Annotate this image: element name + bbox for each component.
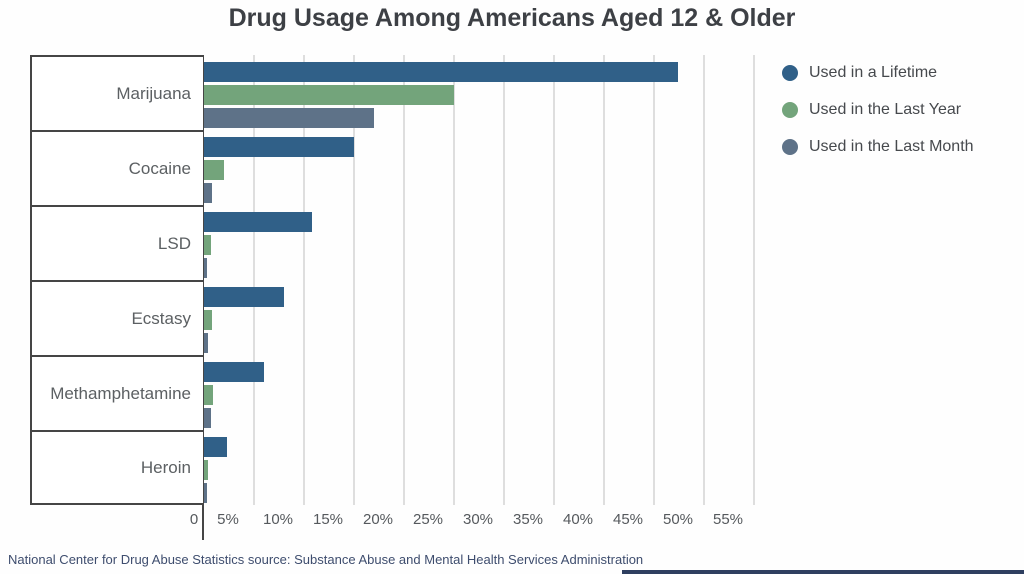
- bar-group: [204, 362, 264, 431]
- x-tick-label: 10%: [262, 511, 294, 528]
- gridline: [753, 55, 755, 505]
- legend-label: Used in a Lifetime: [809, 63, 938, 81]
- x-axis: 0 5% 10% 15% 20% 25% 30% 35% 40% 45% 50% 55%: [0, 505, 1024, 539]
- bar: [204, 160, 224, 180]
- category-label-box: Cocaine: [30, 130, 203, 205]
- category-label-box: LSD: [30, 205, 203, 280]
- legend-swatch-icon: [782, 101, 798, 118]
- category-row: Ecstasy: [0, 280, 1024, 355]
- bar: [204, 62, 678, 82]
- gridline: [453, 55, 455, 505]
- bar-group: [204, 137, 354, 206]
- gridline: [303, 55, 305, 505]
- y-axis-line: [202, 55, 204, 540]
- x-tick-label: 0: [189, 511, 199, 528]
- x-tick-label: 50%: [662, 511, 694, 528]
- x-tick-label: 45%: [612, 511, 644, 528]
- bar: [204, 137, 354, 157]
- category-label-box: Marijuana: [30, 55, 203, 130]
- x-tick-label: 35%: [512, 511, 544, 528]
- bar: [204, 362, 264, 382]
- legend-label: Used in the Last Year: [809, 100, 962, 118]
- bar-group: [204, 212, 312, 281]
- bar-group: [204, 62, 678, 131]
- gridline: [703, 55, 705, 505]
- gridline: [253, 55, 255, 505]
- x-tick-label: 30%: [462, 511, 494, 528]
- x-tick-label: 20%: [362, 511, 394, 528]
- gridline: [603, 55, 605, 505]
- gridline: [553, 55, 555, 505]
- bar: [204, 212, 312, 232]
- bar-group: [204, 287, 284, 356]
- legend-item: Used in the Last Year: [782, 91, 974, 128]
- footer-attribution: National Center for Drug Abuse Statistic…: [8, 552, 644, 567]
- category-label: LSD: [157, 233, 191, 253]
- bar: [204, 333, 208, 353]
- legend: Used in a Lifetime Used in the Last Year U…: [782, 54, 974, 165]
- bar: [204, 85, 454, 105]
- bar: [204, 483, 207, 503]
- footer-rule: [622, 570, 1024, 574]
- bar: [204, 235, 211, 255]
- category-row: Cocaine: [0, 130, 1024, 205]
- category-row: Methamphetamine: [0, 355, 1024, 430]
- category-label-box: Ecstasy: [30, 280, 203, 355]
- bar: [204, 258, 207, 278]
- gridline: [353, 55, 355, 505]
- category-label-box: Heroin: [30, 430, 203, 505]
- x-tick-label: 15%: [312, 511, 344, 528]
- category-label-box: Methamphetamine: [30, 355, 203, 430]
- gridline: [653, 55, 655, 505]
- legend-item: Used in the Last Month: [782, 128, 974, 165]
- bar: [204, 183, 212, 203]
- x-tick-label: 40%: [562, 511, 594, 528]
- category-row: LSD: [0, 205, 1024, 280]
- x-tick-label: 5%: [217, 511, 239, 528]
- bar: [204, 437, 227, 457]
- bar-group: [204, 437, 227, 506]
- category-row: Marijuana: [0, 55, 1024, 130]
- bar: [204, 310, 212, 330]
- bar: [204, 460, 208, 480]
- x-tick-label: 25%: [412, 511, 444, 528]
- legend-label: Used in the Last Month: [809, 137, 974, 155]
- category-row: Heroin: [0, 430, 1024, 505]
- category-label: Heroin: [140, 457, 191, 477]
- bar: [204, 287, 284, 307]
- gridline: [503, 55, 505, 505]
- category-label: Methamphetamine: [50, 383, 191, 403]
- legend-swatch-icon: [782, 138, 798, 155]
- category-label: Marijuana: [116, 83, 191, 103]
- x-tick-label: 55%: [712, 511, 744, 528]
- bar: [204, 408, 211, 428]
- category-label: Ecstasy: [131, 308, 191, 328]
- gridline: [403, 55, 405, 505]
- chart-title: Drug Usage Among Americans Aged 12 & Old…: [228, 4, 796, 32]
- legend-item: Used in a Lifetime: [782, 54, 974, 91]
- bar: [204, 108, 374, 128]
- bar: [204, 385, 213, 405]
- legend-swatch-icon: [782, 64, 798, 81]
- category-label: Cocaine: [128, 158, 191, 178]
